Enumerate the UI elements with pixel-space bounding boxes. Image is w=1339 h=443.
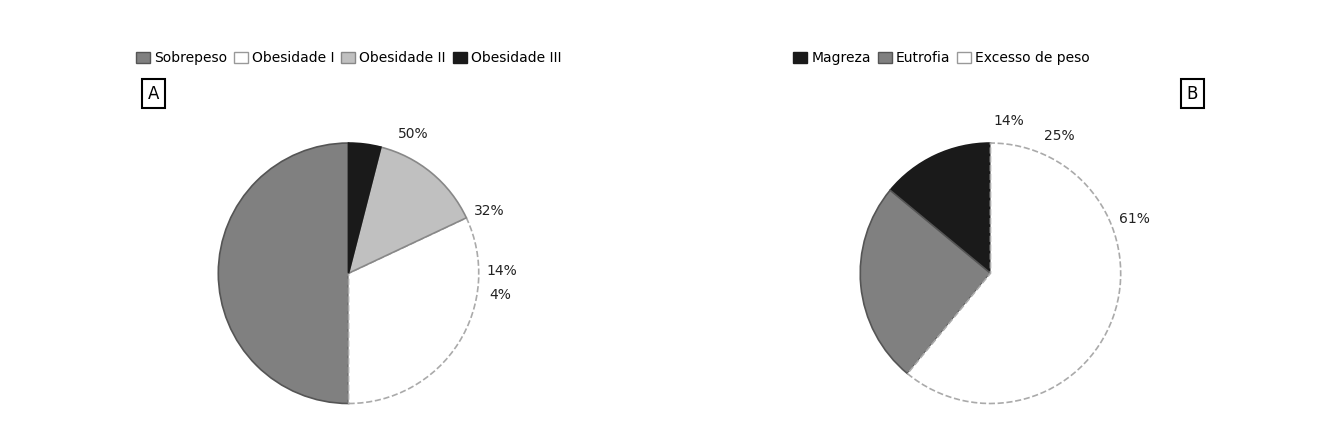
Text: 32%: 32% (474, 204, 505, 218)
Wedge shape (890, 143, 991, 273)
Text: 4%: 4% (490, 288, 511, 302)
Wedge shape (860, 190, 991, 373)
Wedge shape (908, 143, 1121, 404)
Wedge shape (348, 147, 466, 273)
Legend: Sobrepeso, Obesidade I, Obesidade II, Obesidade III: Sobrepeso, Obesidade I, Obesidade II, Ob… (130, 46, 566, 71)
Text: A: A (147, 85, 159, 102)
Wedge shape (218, 143, 348, 404)
Wedge shape (348, 143, 380, 273)
Text: 14%: 14% (487, 264, 518, 278)
Wedge shape (348, 218, 479, 404)
Text: 14%: 14% (994, 114, 1024, 128)
Text: 25%: 25% (1043, 129, 1074, 143)
Text: 50%: 50% (398, 127, 428, 141)
Legend: Magreza, Eutrofia, Excesso de peso: Magreza, Eutrofia, Excesso de peso (787, 46, 1095, 71)
Text: 61%: 61% (1119, 213, 1150, 226)
Text: B: B (1186, 85, 1198, 102)
